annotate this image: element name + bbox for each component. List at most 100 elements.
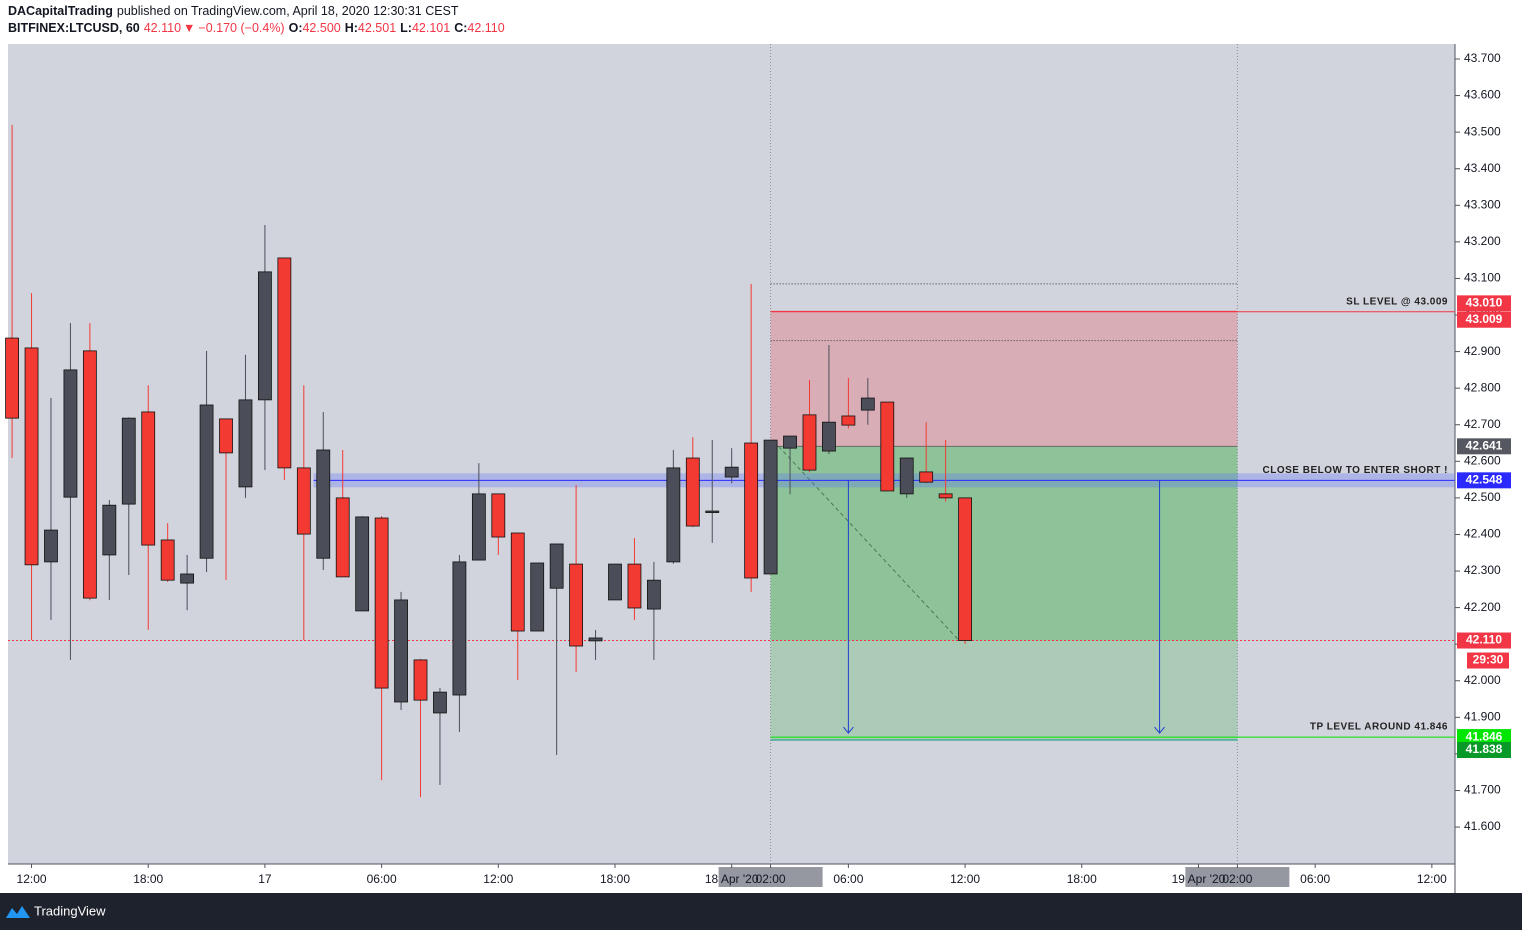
x-tick-label: 12:00 — [17, 872, 47, 886]
o-label: O: — [289, 21, 303, 35]
countdown: 29:30 — [1473, 653, 1504, 667]
arrow-head — [1154, 726, 1165, 734]
x-tick-label: 18 Apr '20 — [705, 872, 759, 886]
candle-body — [413, 659, 428, 701]
close-badge — [1457, 472, 1511, 489]
candle-body — [822, 421, 836, 452]
candle-body — [452, 561, 467, 696]
candle-body — [705, 510, 720, 513]
hline-text: CLOSE BELOW TO ENTER SHORT ! — [1263, 465, 1448, 476]
candle-body — [841, 415, 856, 426]
candle-body — [433, 691, 447, 714]
change: −0.170 (−0.4%) — [198, 21, 284, 35]
stop-zone — [770, 311, 1238, 447]
x-tick-label: 06:00 — [1300, 872, 1330, 886]
candle-body — [316, 449, 331, 559]
y-tick-label: 42.200 — [1464, 600, 1501, 614]
y-tick-label: 42.700 — [1464, 417, 1501, 431]
entry-badge-label: 42.641 — [1466, 438, 1503, 452]
candle-body — [160, 539, 175, 581]
candle-body — [666, 467, 681, 563]
last-badge-label: 42.110 — [1466, 633, 1502, 647]
candle-body — [627, 563, 642, 609]
candle-body — [394, 599, 408, 703]
stop-badge — [1457, 295, 1511, 312]
candle-body — [258, 271, 272, 401]
candle-body — [510, 532, 525, 632]
last: 42.110 — [144, 21, 181, 35]
time-highlight — [718, 867, 823, 887]
hline-text: SL LEVEL @ 43.009 — [1346, 296, 1448, 307]
candle-body — [63, 369, 78, 498]
l: 42.101 — [412, 21, 450, 35]
arrow: ▼ — [183, 21, 195, 35]
symbol: BITFINEX:LTCUSD, 60 — [8, 21, 140, 35]
sl-badge-label: 43.009 — [1466, 312, 1503, 326]
x-tick-label: 18:00 — [1067, 872, 1097, 886]
y-tick-label: 43.400 — [1464, 161, 1501, 175]
sl-badge — [1457, 311, 1511, 328]
target-badge-label: 41.838 — [1466, 742, 1503, 756]
candle-body — [5, 337, 19, 419]
y-tick-label: 42.400 — [1464, 527, 1501, 541]
candle-body — [491, 493, 506, 538]
candle-body — [724, 466, 739, 478]
candle-body — [24, 347, 39, 566]
x-tick-label: 02:00 — [1222, 872, 1252, 886]
y-tick-label: 43.500 — [1464, 124, 1501, 138]
candle-body — [744, 442, 759, 579]
tp-badge — [1457, 729, 1511, 746]
x-tick-label: 12:00 — [1417, 872, 1447, 886]
x-tick-label: 06:00 — [833, 872, 863, 886]
candle-body — [685, 457, 700, 527]
x-tick-label: 12:00 — [950, 872, 980, 886]
target-badge — [1457, 742, 1511, 759]
candle-body — [880, 401, 895, 492]
x-tick-label: 19 Apr '20 — [1172, 872, 1226, 886]
trend-dash — [778, 445, 960, 641]
candle-body — [219, 418, 233, 454]
candle-body — [549, 543, 564, 589]
x-tick-label: 02:00 — [756, 872, 786, 886]
candle-body — [355, 516, 370, 612]
l-label: L: — [400, 21, 412, 35]
x-tick-label: 06:00 — [367, 872, 397, 886]
y-tick-label: 41.700 — [1464, 783, 1501, 797]
logo — [6, 906, 30, 918]
countdown-badge — [1467, 652, 1509, 669]
candle-body — [121, 417, 136, 505]
candle-body — [608, 563, 622, 601]
candle-body — [646, 579, 661, 610]
y-tick-label: 43.600 — [1464, 88, 1501, 102]
y-tick-label: 42.600 — [1464, 453, 1501, 467]
header-line-2: BITFINEX:LTCUSD, 60 42.110 ▼ −0.170 (−0.4%)… — [8, 21, 505, 35]
candle-body — [238, 399, 253, 488]
close-badge-label: 42.548 — [1466, 473, 1503, 487]
candle-body — [374, 517, 389, 689]
arrow-head — [843, 726, 854, 734]
y-tick-label: 42.900 — [1464, 344, 1501, 358]
candle-body — [938, 493, 953, 499]
y-tick-label: 43.700 — [1464, 51, 1501, 65]
hline-text: TP LEVEL AROUND 41.846 — [1310, 722, 1448, 733]
candle-body — [530, 562, 545, 632]
y-tick-label: 42.000 — [1464, 673, 1501, 687]
profit-zone — [770, 640, 1238, 741]
candle-body — [335, 497, 350, 578]
y-tick-label: 43.200 — [1464, 234, 1501, 248]
y-tick-label: 43.300 — [1464, 197, 1501, 211]
candle-body — [763, 439, 778, 575]
candle-body — [471, 493, 486, 561]
candle-body — [802, 414, 817, 471]
x-tick-label: 17 — [258, 872, 272, 886]
y-tick-label: 42.800 — [1464, 380, 1501, 394]
h: 42.501 — [358, 21, 396, 35]
o: 42.500 — [302, 21, 340, 35]
tp-badge-label: 41.846 — [1466, 729, 1503, 743]
x-tick-label: 12:00 — [483, 872, 513, 886]
brand: TradingView — [34, 903, 106, 918]
candle-body — [783, 435, 797, 449]
candle-body — [588, 637, 603, 642]
y-tick-label: 43.100 — [1464, 271, 1501, 285]
h-label: H: — [345, 21, 358, 35]
